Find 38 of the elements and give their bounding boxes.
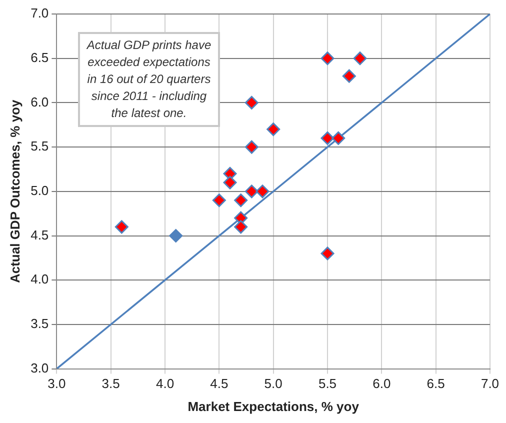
- x-tick-label: 5.0: [264, 376, 282, 392]
- point: [332, 131, 346, 145]
- x-tick-label: 6.5: [426, 376, 445, 392]
- point: [266, 122, 280, 136]
- point: [212, 194, 226, 208]
- y-tick-label: 3.0: [30, 360, 49, 376]
- point: [342, 69, 356, 83]
- y-tick-label: 5.0: [30, 182, 49, 198]
- y-axis-title: Actual GDP Outcomes, % yoy: [7, 99, 22, 284]
- x-tick-label: 3.5: [102, 376, 120, 392]
- y-tick-label: 4.5: [30, 227, 49, 242]
- x-tick-label: 7.0: [480, 376, 500, 392]
- y-tick-label: 5.5: [30, 138, 49, 154]
- x-axis-title: Market Expectations, % yoy: [188, 398, 360, 414]
- point: [320, 246, 334, 260]
- annotation: Actual GDP prints have exceeded expectations in 16 out of 20 quarters since 2011 - including the latest one.: [78, 32, 220, 127]
- point: [114, 220, 128, 234]
- x-tick-label: 4.0: [156, 376, 174, 392]
- point: [234, 194, 248, 208]
- x-tick-label: 4.5: [210, 376, 228, 392]
- y-tick-label: 7.0: [30, 6, 49, 21]
- point: [244, 96, 258, 110]
- x-tick-label: 6.0: [372, 376, 391, 392]
- point: [320, 131, 334, 145]
- point: [244, 140, 258, 154]
- point: [223, 176, 237, 190]
- point: [244, 184, 258, 198]
- point: [169, 229, 183, 242]
- point: [256, 184, 270, 198]
- x-tick-label: 3.0: [48, 376, 66, 392]
- x-tick-label: 5.5: [318, 376, 337, 392]
- point: [234, 220, 248, 234]
- point: [320, 52, 334, 66]
- y-tick-label: 4.0: [30, 272, 49, 287]
- y-tick-label: 3.5: [30, 316, 49, 332]
- y-tick-label: 6.0: [30, 94, 49, 110]
- y-tick-label: 6.5: [30, 50, 49, 65]
- point: [353, 52, 367, 66]
